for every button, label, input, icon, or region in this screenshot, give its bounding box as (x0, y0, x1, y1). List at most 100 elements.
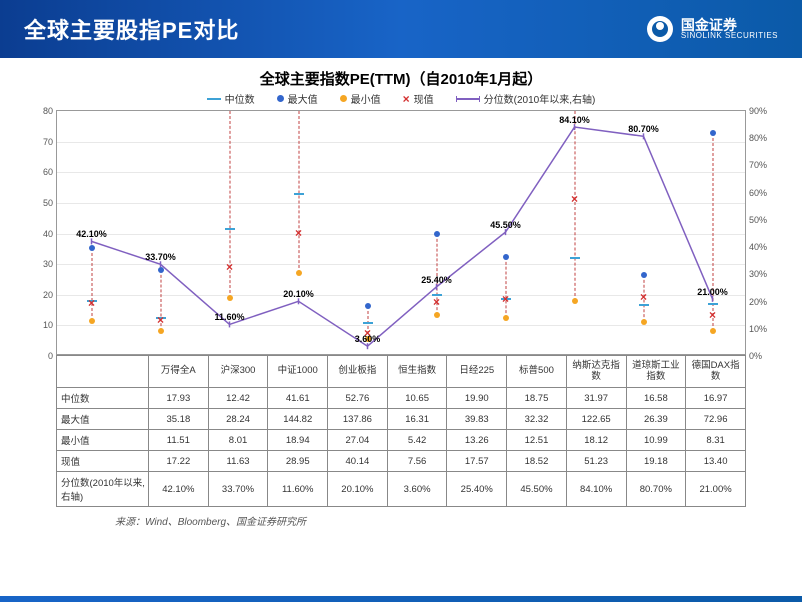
table-cell: 3.60% (387, 472, 447, 507)
table-cell: 18.94 (268, 430, 328, 451)
percentile-label: 33.70% (145, 252, 176, 262)
y-right-label: 30% (745, 269, 767, 279)
table-cell: 13.40 (686, 451, 746, 472)
table-row: 分位数(2010年以来,右轴)42.10%33.70%11.60%20.10%3… (57, 472, 746, 507)
brand-name-en: SINOLINK SECURITIES (681, 32, 778, 40)
table-cell: 39.83 (447, 409, 507, 430)
percentile-label: 42.10% (76, 229, 107, 239)
table-row-header: 分位数(2010年以来,右轴) (57, 472, 149, 507)
brand-name-cn: 国金证券 (681, 18, 778, 32)
table-cell: 84.10% (566, 472, 626, 507)
table-cell: 18.12 (566, 430, 626, 451)
y-right-label: 10% (745, 324, 767, 334)
table-row-header: 现值 (57, 451, 149, 472)
brand-logo: 国金证券 SINOLINK SECURITIES (647, 16, 778, 42)
y-right-label: 40% (745, 242, 767, 252)
y-right-label: 60% (745, 188, 767, 198)
table-cell: 13.26 (447, 430, 507, 451)
percentile-label: 84.10% (559, 115, 590, 125)
footer-bar (0, 596, 802, 602)
percentile-label: 80.70% (628, 124, 659, 134)
legend-median-label: 中位数 (225, 91, 255, 106)
table-cell: 80.70% (626, 472, 686, 507)
legend-min-label: 最小值 (351, 91, 381, 106)
legend-max-marker (277, 95, 284, 102)
y-left-label: 60 (43, 167, 57, 177)
page-title: 全球主要股指PE对比 (24, 13, 239, 45)
table-col-header: 德国DAX指数 (686, 356, 746, 388)
table-cell: 10.99 (626, 430, 686, 451)
table-cell: 17.93 (149, 388, 209, 409)
table-cell: 32.32 (507, 409, 567, 430)
table-corner (57, 356, 149, 388)
table-cell: 11.63 (208, 451, 268, 472)
table-col-header: 中证1000 (268, 356, 328, 388)
chart-title: 全球主要指数PE(TTM)（自2010年1月起） (55, 68, 747, 89)
table-cell: 16.58 (626, 388, 686, 409)
table-cell: 52.76 (328, 388, 388, 409)
table-cell: 122.65 (566, 409, 626, 430)
legend-min: 最小值 (340, 91, 381, 106)
table-cell: 25.40% (447, 472, 507, 507)
y-left-label: 0 (48, 351, 57, 361)
legend-current-marker: × (403, 92, 410, 106)
table-row: 中位数17.9312.4241.6152.7610.6519.9018.7531… (57, 388, 746, 409)
table-col-header: 恒生指数 (387, 356, 447, 388)
table-col-header: 万得全A (149, 356, 209, 388)
legend-current-label: 现值 (414, 91, 434, 106)
table-cell: 8.01 (208, 430, 268, 451)
table-cell: 51.23 (566, 451, 626, 472)
legend-min-marker (340, 95, 347, 102)
table-cell: 31.97 (566, 388, 626, 409)
percentile-label: 20.10% (283, 289, 314, 299)
table-cell: 33.70% (208, 472, 268, 507)
percentile-label: 11.60% (214, 312, 244, 322)
table-cell: 5.42 (387, 430, 447, 451)
table-cell: 18.52 (507, 451, 567, 472)
percentile-label: 21.00% (697, 287, 728, 297)
table-row: 最小值11.518.0118.9427.045.4213.2612.5118.1… (57, 430, 746, 451)
legend-percentile: 分位数(2010年以来,右轴) (456, 91, 596, 106)
y-left-label: 30 (43, 259, 57, 269)
table-col-header: 道琼斯工业指数 (626, 356, 686, 388)
table-cell: 19.90 (447, 388, 507, 409)
table-cell: 16.97 (686, 388, 746, 409)
table-cell: 11.51 (149, 430, 209, 451)
table-cell: 17.57 (447, 451, 507, 472)
y-right-label: 0% (745, 351, 762, 361)
table-cell: 11.60% (268, 472, 328, 507)
y-right-label: 80% (745, 133, 767, 143)
chart-legend: 中位数 最大值 最小值 × 现值 分位数(2010年以来,右轴) (55, 91, 747, 106)
y-left-label: 50 (43, 198, 57, 208)
table-cell: 41.61 (268, 388, 328, 409)
table-cell: 12.51 (507, 430, 567, 451)
y-left-label: 40 (43, 229, 57, 239)
header-bar: 全球主要股指PE对比 国金证券 SINOLINK SECURITIES (0, 0, 802, 58)
table-cell: 7.56 (387, 451, 447, 472)
table-cell: 20.10% (328, 472, 388, 507)
legend-max: 最大值 (277, 91, 318, 106)
y-left-label: 20 (43, 290, 57, 300)
table-cell: 35.18 (149, 409, 209, 430)
table-col-header: 创业板指 (328, 356, 388, 388)
table-cell: 16.31 (387, 409, 447, 430)
y-right-label: 90% (745, 106, 767, 116)
table-row-header: 最大值 (57, 409, 149, 430)
legend-current: × 现值 (403, 91, 434, 106)
source-text: 来源：Wind、Bloomberg、国金证券研究所 (115, 513, 747, 528)
table-cell: 19.18 (626, 451, 686, 472)
table-col-header: 沪深300 (208, 356, 268, 388)
table-cell: 137.86 (328, 409, 388, 430)
table-row: 现值17.2211.6328.9540.147.5617.5718.5251.2… (57, 451, 746, 472)
percentile-label: 3.60% (355, 334, 381, 344)
content-area: 全球主要指数PE(TTM)（自2010年1月起） 中位数 最大值 最小值 × 现值… (0, 58, 802, 528)
table-row-header: 中位数 (57, 388, 149, 409)
y-right-label: 20% (745, 297, 767, 307)
table-row-header: 最小值 (57, 430, 149, 451)
table-cell: 26.39 (626, 409, 686, 430)
percentile-line (57, 111, 747, 356)
y-left-label: 70 (43, 137, 57, 147)
table-cell: 18.75 (507, 388, 567, 409)
table-cell: 17.22 (149, 451, 209, 472)
legend-median-marker (207, 98, 221, 100)
